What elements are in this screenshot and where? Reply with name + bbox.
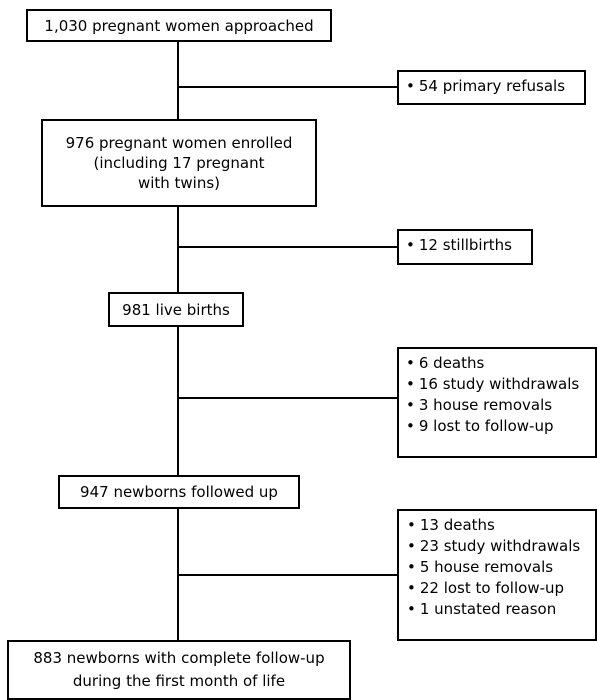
bullet-icon: • [407, 600, 416, 618]
exclusion-item-label: 13 deaths [419, 516, 495, 534]
connector-spine-2 [177, 205, 179, 292]
connector-branch-after-birth [177, 397, 398, 399]
box-followed-up: 947 newborns followed up [58, 475, 300, 509]
exclusion-item-label: 12 stillbirths [418, 236, 512, 254]
bullet-icon: • [407, 579, 416, 597]
exclusion-item: • 9 lost to follow-up [406, 416, 595, 437]
exclusion-item-label: 22 lost to follow-up [419, 579, 565, 597]
box-live-births: 981 live births [108, 292, 244, 327]
exclusion-item: • 12 stillbirths [406, 235, 531, 256]
exclusion-item-label: 1 unstated reason [419, 600, 557, 618]
exclusion-box-after-followup: • 13 deaths • 23 study withdrawals • 5 house … [397, 509, 597, 641]
exclusion-item-label: 54 primary refusals [418, 77, 566, 95]
exclusion-item: • 13 deaths [407, 515, 595, 536]
exclusion-item: • 22 lost to follow-up [407, 578, 595, 599]
exclusion-item: • 16 study withdrawals [406, 374, 595, 395]
exclusion-item-label: 9 lost to follow-up [418, 417, 554, 435]
exclusion-box-refusals: • 54 primary refusals [397, 70, 586, 105]
bullet-icon: • [406, 77, 415, 95]
exclusion-item-label: 23 study withdrawals [419, 537, 581, 555]
bullet-icon: • [406, 396, 415, 414]
bullet-icon: • [406, 236, 415, 254]
box-complete-followup: 883 newborns with complete follow-up dur… [7, 640, 351, 700]
connector-spine-3 [177, 326, 179, 477]
exclusion-item: • 23 study withdrawals [407, 536, 595, 557]
bullet-icon: • [406, 354, 415, 372]
connector-branch-refusals [177, 86, 398, 88]
exclusion-item-label: 16 study withdrawals [418, 375, 580, 393]
bullet-icon: • [406, 375, 415, 393]
exclusion-item: • 54 primary refusals [406, 76, 584, 97]
bullet-icon: • [406, 417, 415, 435]
box-enrolled: 976 pregnant women enrolled (including 1… [41, 119, 317, 207]
box-approached: 1,030 pregnant women approached [26, 9, 332, 42]
connector-branch-after-followup [177, 574, 398, 576]
exclusion-box-stillbirths: • 12 stillbirths [397, 229, 533, 265]
exclusion-item-label: 5 house removals [419, 558, 554, 576]
exclusion-item-label: 3 house removals [418, 396, 553, 414]
bullet-icon: • [407, 558, 416, 576]
exclusion-item: • 3 house removals [406, 395, 595, 416]
exclusion-box-after-birth: • 6 deaths • 16 study withdrawals • 3 house r… [397, 347, 597, 458]
bullet-icon: • [407, 516, 416, 534]
bullet-icon: • [407, 537, 416, 555]
exclusion-item-label: 6 deaths [418, 354, 485, 372]
exclusion-item: • 5 house removals [407, 557, 595, 578]
connector-spine-1 [177, 40, 179, 119]
connector-branch-stillbirths [177, 246, 398, 248]
exclusion-item: • 6 deaths [406, 353, 595, 374]
exclusion-item: • 1 unstated reason [407, 599, 595, 620]
